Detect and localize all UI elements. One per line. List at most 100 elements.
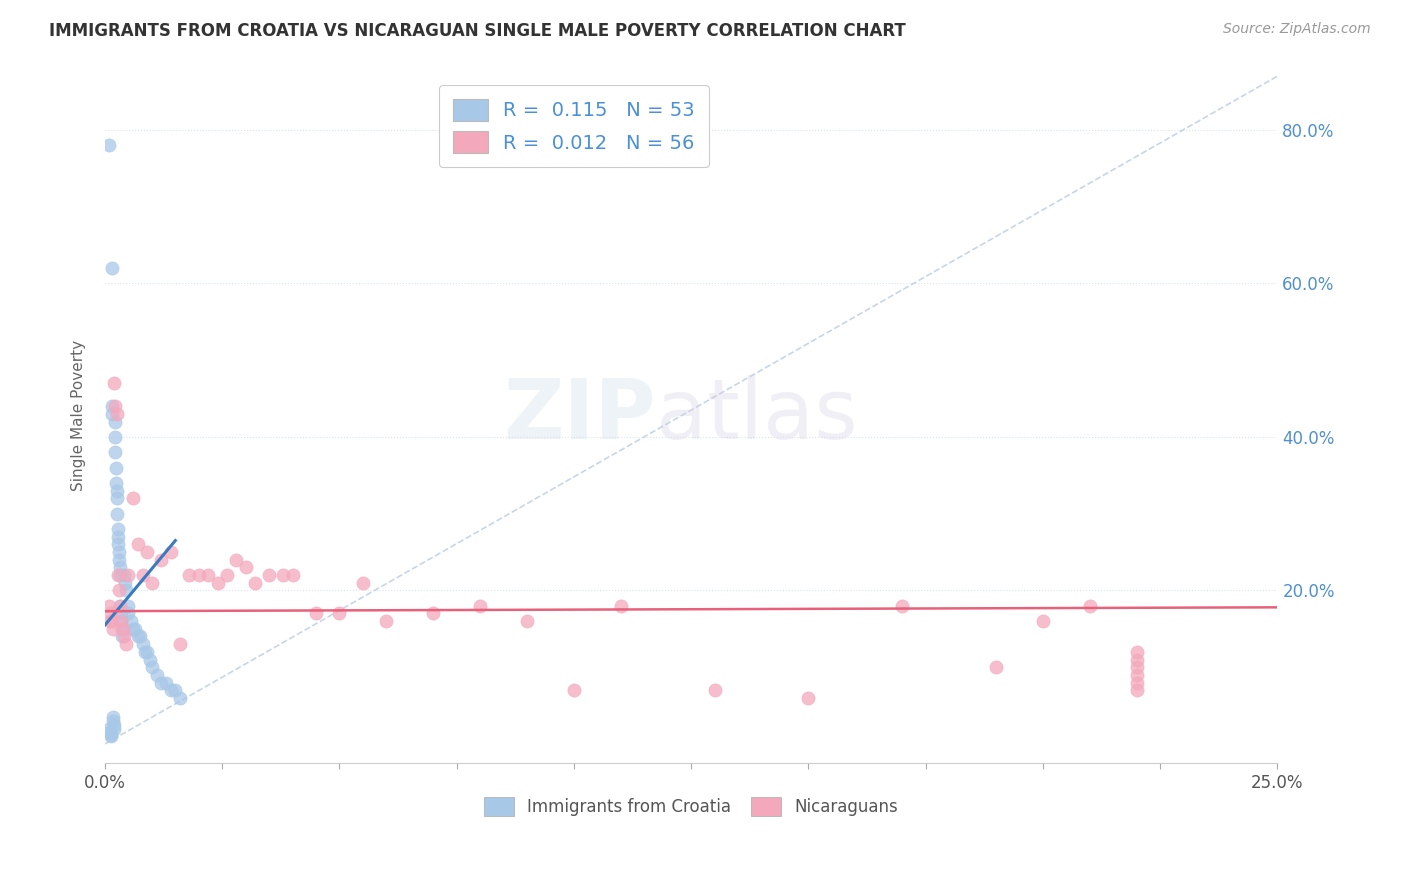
Point [150, 553, 173, 567]
Point [111, 622, 134, 636]
Point [104, 445, 127, 459]
Point [100, 607, 122, 621]
Point [107, 545, 129, 559]
Point [127, 630, 149, 644]
Point [115, 583, 138, 598]
Point [225, 553, 247, 567]
Point [105, 475, 128, 490]
Point [101, 399, 124, 413]
Text: Source: ZipAtlas.com: Source: ZipAtlas.com [1223, 22, 1371, 37]
Point [138, 652, 160, 666]
Point [124, 622, 146, 636]
Point [97, 599, 120, 613]
Point [984, 660, 1007, 674]
Point [1125, 668, 1147, 682]
Point [797, 690, 820, 705]
Point [305, 607, 328, 621]
Point [131, 568, 153, 582]
Point [110, 607, 132, 621]
Point [187, 568, 209, 582]
Point [107, 568, 129, 582]
Point [122, 622, 145, 636]
Point [165, 683, 187, 698]
Point [1125, 645, 1147, 659]
Point [155, 675, 177, 690]
Point [235, 560, 257, 574]
Point [169, 637, 191, 651]
Point [159, 683, 181, 698]
Point [328, 607, 350, 621]
Point [131, 637, 153, 651]
Point [117, 599, 139, 613]
Point [103, 714, 125, 728]
Point [97, 138, 120, 153]
Point [105, 507, 128, 521]
Point [100, 728, 122, 742]
Point [122, 491, 145, 506]
Point [1125, 683, 1147, 698]
Text: IMMIGRANTS FROM CROATIA VS NICARAGUAN SINGLE MALE POVERTY CORRELATION CHART: IMMIGRANTS FROM CROATIA VS NICARAGUAN SI… [49, 22, 905, 40]
Point [271, 568, 294, 582]
Point [105, 491, 128, 506]
Point [110, 614, 132, 628]
Text: atlas: atlas [657, 376, 858, 457]
Point [97, 722, 120, 736]
Point [112, 630, 135, 644]
Point [108, 568, 131, 582]
Point [115, 637, 138, 651]
Point [610, 599, 633, 613]
Point [129, 630, 152, 644]
Point [1125, 652, 1147, 666]
Point [103, 722, 125, 736]
Point [104, 415, 127, 429]
Point [107, 530, 129, 544]
Point [145, 668, 167, 682]
Point [891, 599, 914, 613]
Point [422, 607, 444, 621]
Point [108, 560, 131, 574]
Point [281, 568, 304, 582]
Point [243, 575, 266, 590]
Point [375, 614, 398, 628]
Legend: Immigrants from Croatia, Nicaraguans: Immigrants from Croatia, Nicaraguans [475, 789, 907, 824]
Point [141, 660, 163, 674]
Point [112, 568, 135, 582]
Point [101, 407, 124, 421]
Point [108, 553, 131, 567]
Point [101, 614, 124, 628]
Point [1078, 599, 1101, 613]
Point [179, 568, 201, 582]
Point [1125, 660, 1147, 674]
Point [105, 483, 128, 498]
Point [215, 568, 238, 582]
Point [470, 599, 492, 613]
Point [100, 729, 122, 743]
Point [352, 575, 374, 590]
Point [136, 645, 159, 659]
Point [136, 545, 159, 559]
Point [108, 583, 131, 598]
Point [107, 537, 129, 551]
Point [103, 622, 125, 636]
Text: ZIP: ZIP [503, 376, 657, 457]
Point [120, 614, 142, 628]
Point [108, 599, 131, 613]
Point [207, 575, 229, 590]
Point [141, 575, 163, 590]
Point [703, 683, 725, 698]
Point [101, 261, 124, 276]
Point [562, 683, 585, 698]
Point [111, 630, 134, 644]
Y-axis label: Single Male Poverty: Single Male Poverty [72, 340, 86, 491]
Point [257, 568, 280, 582]
Point [516, 614, 538, 628]
Point [134, 645, 156, 659]
Point [127, 537, 149, 551]
Point [104, 460, 127, 475]
Point [114, 575, 136, 590]
Point [197, 568, 219, 582]
Point [110, 614, 132, 628]
Point [117, 568, 139, 582]
Point [104, 399, 127, 413]
Point [110, 599, 132, 613]
